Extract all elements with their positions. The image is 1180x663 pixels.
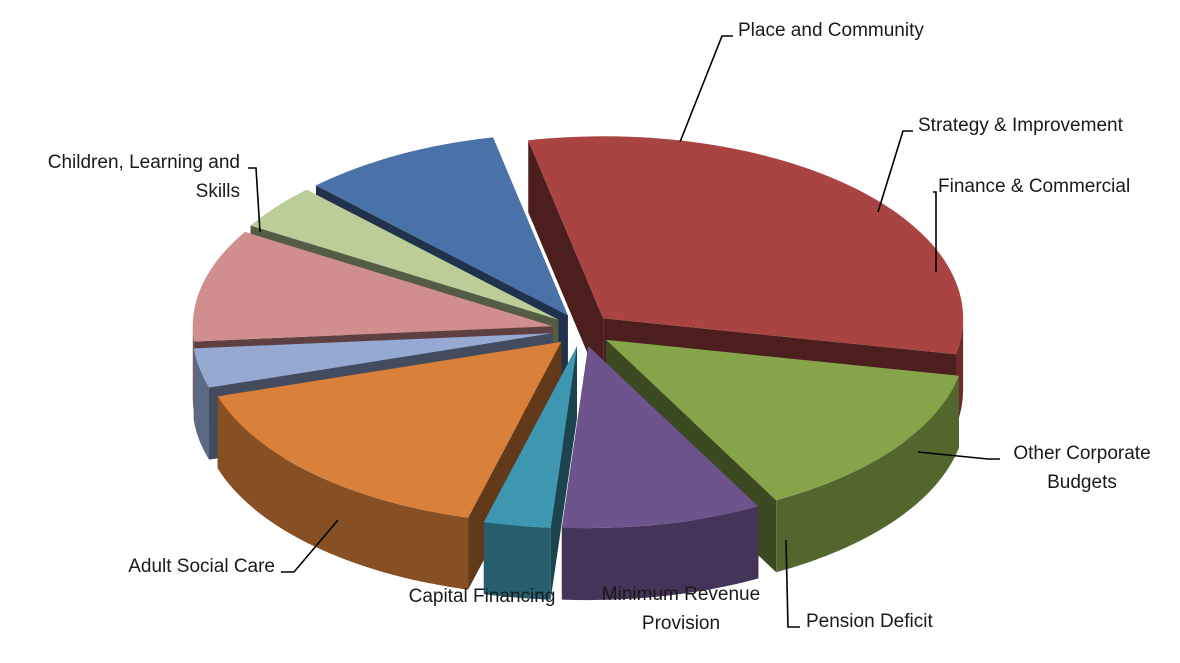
leader-other-corporate-budgets: [917, 451, 1000, 460]
slice-labels: Children, Learning and Skills Place and Co…: [48, 20, 1151, 634]
slice-capital-financing: [250, 189, 559, 320]
label-minimum-revenue-provision: Minimum Revenue Provision: [602, 584, 760, 634]
slice-strategy-and-improvement: [561, 346, 759, 529]
label-adult-social-care: Adult Social Care: [128, 556, 275, 577]
leader-children-learning-and-skills: [248, 167, 261, 233]
slice-pension-deficit: [193, 333, 553, 388]
slice-side-finance-and-commercial: [483, 522, 551, 600]
label-strategy-and-improvement: Strategy & Improvement: [918, 115, 1124, 136]
leader-finance-and-commercial: [933, 191, 937, 272]
slice-minimum-revenue-provision: [192, 231, 553, 342]
label-pension-deficit: Pension Deficit: [806, 611, 933, 632]
leader-pension-deficit: [785, 539, 800, 628]
slice-children-learning-and-skills: [528, 136, 964, 355]
slice-side-pension-deficit: [193, 348, 210, 460]
slice-edge-finance-and-commercial: [550, 346, 577, 600]
label-capital-financing: Capital Financing: [409, 586, 556, 607]
slice-side-minimum-revenue-provision: [192, 326, 195, 414]
label-other-corporate-budgets: Other Corporate Budgets: [1013, 443, 1150, 493]
slice-other-corporate-budgets: [217, 341, 562, 518]
pie-tops: [192, 136, 964, 529]
slice-edge-children-learning-and-skills: [528, 140, 604, 391]
label-children-learning-and-skills: Children, Learning and Skills: [48, 152, 240, 202]
label-finance-and-commercial: Finance & Commercial: [938, 176, 1130, 197]
label-place-and-community: Place and Community: [738, 20, 924, 41]
slice-side-other-corporate-budgets: [217, 396, 469, 590]
leader-place-and-community: [679, 35, 733, 143]
slice-side-strategy-and-improvement: [561, 506, 759, 601]
label-leaders: [248, 35, 1000, 628]
slice-side-place-and-community: [776, 375, 959, 573]
leader-adult-social-care: [281, 519, 339, 573]
leader-strategy-and-improvement: [877, 130, 913, 213]
slice-adult-social-care: [315, 137, 568, 316]
slice-finance-and-commercial: [483, 346, 577, 528]
slice-place-and-community: [606, 339, 959, 501]
